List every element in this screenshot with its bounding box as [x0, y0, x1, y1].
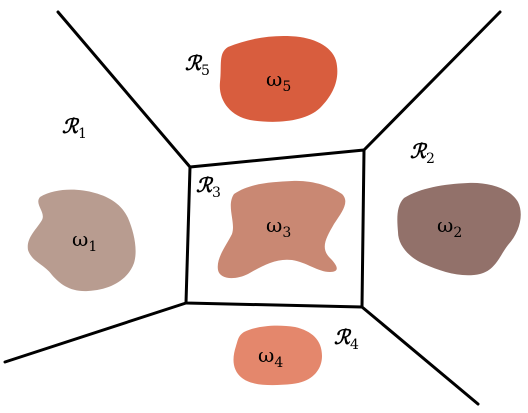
omega-2-blob — [397, 182, 521, 276]
region-label-r1: ℛ1 — [62, 114, 87, 142]
edge-top-right — [362, 10, 502, 152]
omega-1-blob — [27, 189, 136, 292]
region-label-r2: ℛ2 — [410, 139, 435, 167]
edge-bottom-right — [360, 305, 480, 406]
region-label-r5: ℛ5 — [185, 51, 210, 79]
omega-5-blob — [219, 36, 338, 122]
omega-4-label: ω4 — [258, 343, 283, 371]
region-label-r4: ℛ4 — [334, 325, 359, 353]
omega-3-blob — [217, 180, 346, 279]
domains — [27, 36, 521, 386]
partition-edges — [3, 10, 502, 406]
omega-2-label: ω2 — [437, 213, 462, 241]
region-label-r3: ℛ3 — [196, 173, 221, 201]
omega-3-label: ω3 — [266, 213, 291, 241]
omega-4-blob — [233, 325, 322, 386]
region-labels: ℛ1 ℛ2 ℛ3 ℛ4 ℛ5 — [62, 51, 435, 353]
domain-labels: ω5 ω1 ω2 ω3 ω4 — [72, 67, 462, 371]
edge-bottom-left — [3, 301, 188, 364]
omega-1-label: ω1 — [72, 227, 97, 255]
edge-top-left — [56, 10, 192, 169]
omega-5-label: ω5 — [266, 67, 291, 95]
